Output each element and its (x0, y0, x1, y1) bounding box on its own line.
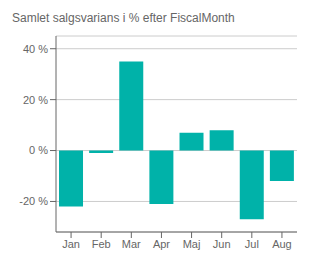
svg-text:Jul: Jul (245, 238, 259, 250)
svg-text:Feb: Feb (92, 238, 111, 250)
svg-text:0 %: 0 % (29, 144, 48, 156)
svg-text:Jan: Jan (62, 238, 80, 250)
svg-text:Aug: Aug (272, 238, 292, 250)
svg-text:Mar: Mar (122, 238, 141, 250)
svg-text:Maj: Maj (183, 238, 201, 250)
svg-text:Apr: Apr (153, 238, 170, 250)
svg-text:40 %: 40 % (23, 43, 48, 55)
html-text:Samlet salgsvarians i % efter: Samlet salgsvarians i % efter FiscalMont… (12, 11, 235, 25)
svg-text:-20 %: -20 % (19, 195, 48, 207)
svg-text:20 %: 20 % (23, 94, 48, 106)
svg-text:Jun: Jun (213, 238, 231, 250)
